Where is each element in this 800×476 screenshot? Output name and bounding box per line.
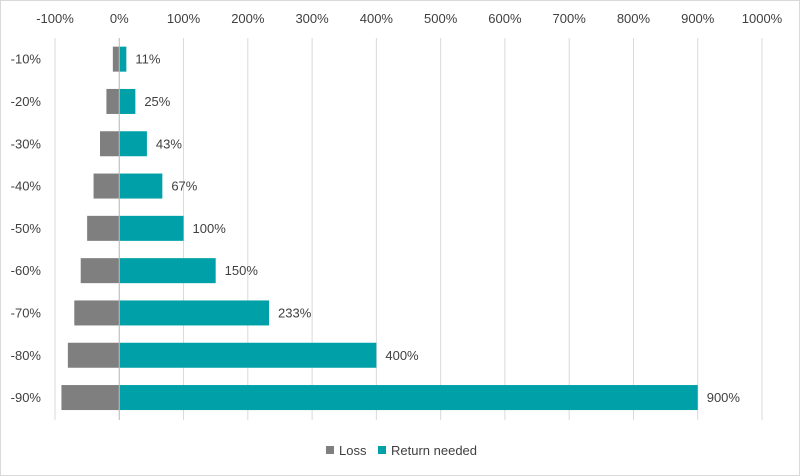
x-tick-label: 400% bbox=[360, 11, 394, 26]
return-needed-bar bbox=[119, 258, 216, 284]
return-needed-bar bbox=[119, 342, 377, 368]
data-label: 233% bbox=[278, 305, 312, 320]
data-label: 67% bbox=[171, 179, 197, 194]
x-tick-label: 800% bbox=[617, 11, 651, 26]
loss-bar bbox=[99, 131, 120, 157]
x-tick-label: -100% bbox=[36, 11, 74, 26]
data-label: 400% bbox=[385, 348, 419, 363]
legend-swatch-loss bbox=[326, 446, 334, 454]
x-tick-label: 200% bbox=[231, 11, 265, 26]
return-needed-bar bbox=[119, 88, 136, 114]
x-tick-label: 1000% bbox=[742, 11, 783, 26]
x-tick-label: 0% bbox=[110, 11, 129, 26]
return-needed-bar bbox=[119, 131, 147, 157]
return-needed-bar bbox=[119, 300, 270, 326]
data-label: 11% bbox=[135, 52, 160, 67]
data-label: 150% bbox=[225, 263, 259, 278]
return-needed-bar bbox=[119, 385, 698, 411]
return-needed-bar bbox=[119, 46, 127, 72]
x-tick-label: 700% bbox=[553, 11, 587, 26]
loss-bar bbox=[80, 258, 120, 284]
x-tick-label: 500% bbox=[424, 11, 458, 26]
loss-bar bbox=[106, 88, 120, 114]
loss-bar bbox=[93, 173, 120, 199]
data-label: 25% bbox=[144, 94, 170, 109]
loss-bar bbox=[74, 300, 120, 326]
x-tick-label: 100% bbox=[167, 11, 201, 26]
return-needed-bar bbox=[119, 173, 163, 199]
x-tick-label: 300% bbox=[295, 11, 329, 26]
loss-bar bbox=[61, 385, 120, 411]
return-needed-bar bbox=[119, 215, 184, 241]
category-label: -30% bbox=[11, 136, 42, 151]
loss-bar bbox=[112, 46, 120, 72]
category-label: -70% bbox=[11, 305, 42, 320]
category-label: -90% bbox=[11, 390, 42, 405]
legend-label-loss: Loss bbox=[339, 443, 367, 458]
category-label: -50% bbox=[11, 221, 42, 236]
loss-bar bbox=[67, 342, 120, 368]
loss-bar bbox=[87, 215, 120, 241]
category-label: -80% bbox=[11, 348, 42, 363]
category-label: -20% bbox=[11, 94, 42, 109]
legend-swatch-return-needed bbox=[378, 446, 386, 454]
data-label: 43% bbox=[156, 136, 182, 151]
x-tick-label: 600% bbox=[488, 11, 522, 26]
legend-label-return-needed: Return needed bbox=[391, 443, 477, 458]
x-tick-label: 900% bbox=[681, 11, 715, 26]
data-label: 100% bbox=[193, 221, 227, 236]
category-label: -40% bbox=[11, 179, 42, 194]
data-label: 900% bbox=[707, 390, 741, 405]
category-label: -10% bbox=[11, 52, 42, 67]
category-label: -60% bbox=[11, 263, 42, 278]
